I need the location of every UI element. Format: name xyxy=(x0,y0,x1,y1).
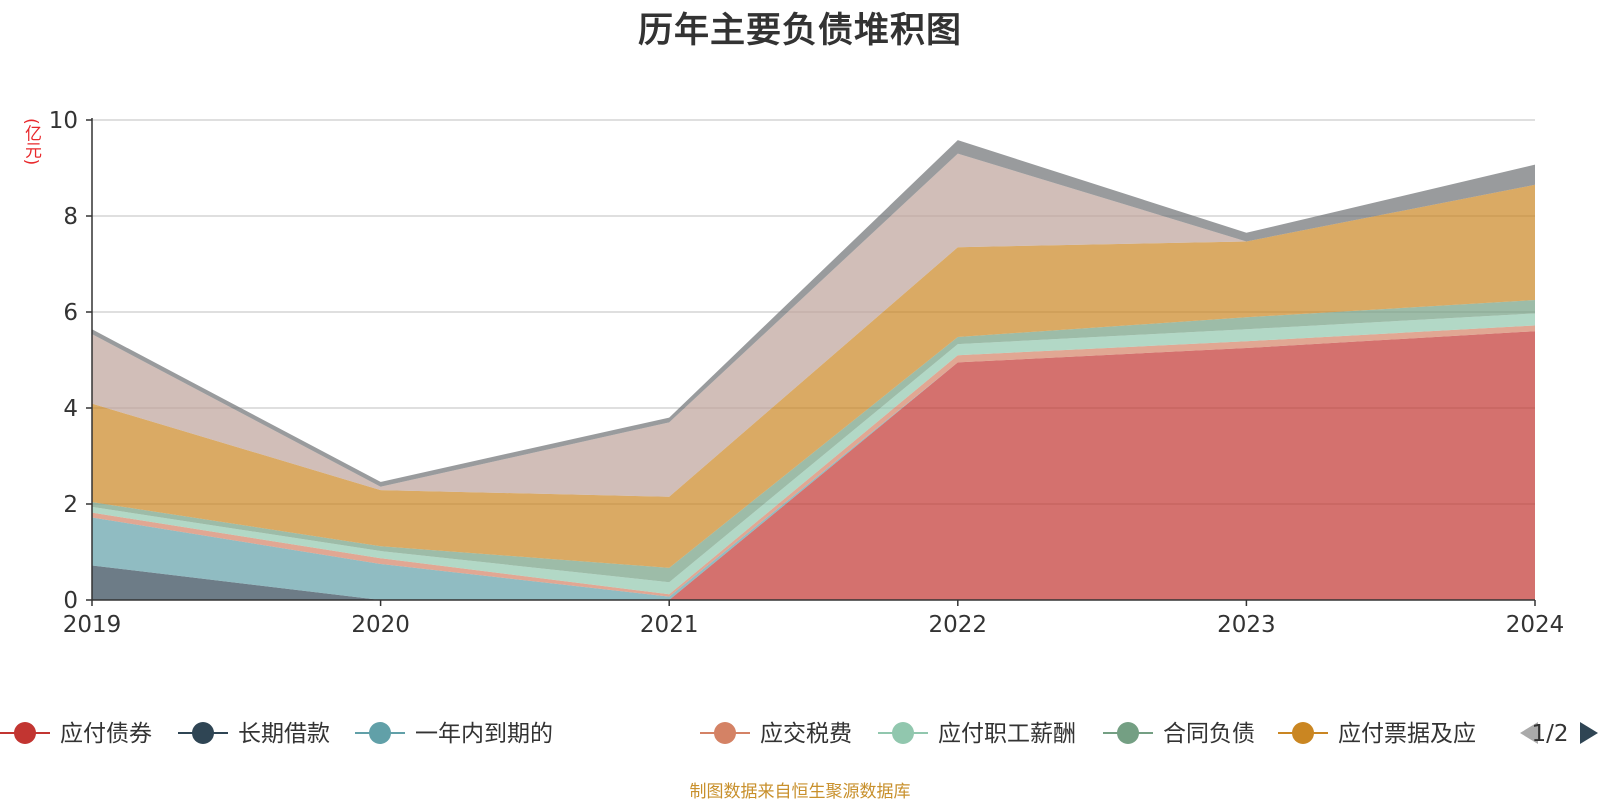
legend-prev-page-icon[interactable] xyxy=(1520,722,1538,744)
legend-marker xyxy=(714,722,736,744)
y-axis-unit-label: (亿元) xyxy=(21,118,41,166)
x-tick-label: 2021 xyxy=(640,612,699,638)
legend-label: 长期借款 xyxy=(238,721,330,747)
y-tick-label: 2 xyxy=(63,492,78,518)
legend-marker xyxy=(892,722,914,744)
x-tick-label: 2022 xyxy=(929,612,988,638)
legend-label: 应付债券 xyxy=(60,721,152,747)
y-tick-label: 4 xyxy=(63,396,78,422)
area-series xyxy=(92,140,1535,600)
legend-label: 一年内到期的 xyxy=(415,721,553,747)
x-tick-label: 2020 xyxy=(351,612,410,638)
legend-label: 应付票据及应 xyxy=(1338,721,1476,747)
legend-item[interactable]: 应付票据及应 xyxy=(1278,721,1476,747)
legend-marker xyxy=(1292,722,1314,744)
y-tick-label: 8 xyxy=(63,204,78,230)
source-note: 制图数据来自恒生聚源数据库 xyxy=(689,782,911,802)
y-tick-label: 0 xyxy=(63,588,78,614)
area-series-7 xyxy=(92,153,1535,497)
legend-item[interactable]: 应交税费 xyxy=(700,721,852,747)
legend-marker xyxy=(14,722,36,744)
legend-marker xyxy=(192,722,214,744)
legend-next-page-icon[interactable] xyxy=(1580,722,1598,744)
area-series-0 xyxy=(92,331,1535,600)
legend-item[interactable]: 一年内到期的 xyxy=(355,721,553,747)
axes: 0 2 4 6 8 10 2019 2020 2021 2022 2023 2024 xyxy=(49,108,1565,638)
legend-item[interactable]: 应付债券 xyxy=(0,721,152,747)
legend-marker xyxy=(369,722,391,744)
area-series-2 xyxy=(92,331,1535,600)
legend-label: 合同负债 xyxy=(1163,721,1255,747)
x-tick-label: 2023 xyxy=(1217,612,1276,638)
legend-page-indicator: 1/2 xyxy=(1531,721,1568,747)
y-tick-label: 10 xyxy=(49,108,78,134)
legend-label: 应交税费 xyxy=(760,721,852,747)
legend-item[interactable]: 应付职工薪酬 xyxy=(878,721,1076,747)
y-tick-label: 6 xyxy=(63,300,78,326)
legend-marker xyxy=(1117,722,1139,744)
legend: 应付债券 长期借款 一年内到期的 应交税费 应付职工薪酬 合同负债 应付票据及应 1/2 xyxy=(0,721,1598,747)
chart-title: 历年主要负债堆积图 xyxy=(637,11,962,51)
legend-item[interactable]: 长期借款 xyxy=(178,721,330,747)
legend-label: 应付职工薪酬 xyxy=(938,721,1076,747)
area-series-6 xyxy=(92,184,1535,568)
x-tick-label: 2019 xyxy=(63,612,122,638)
x-tick-label: 2024 xyxy=(1506,612,1565,638)
legend-item[interactable]: 合同负债 xyxy=(1103,721,1255,747)
